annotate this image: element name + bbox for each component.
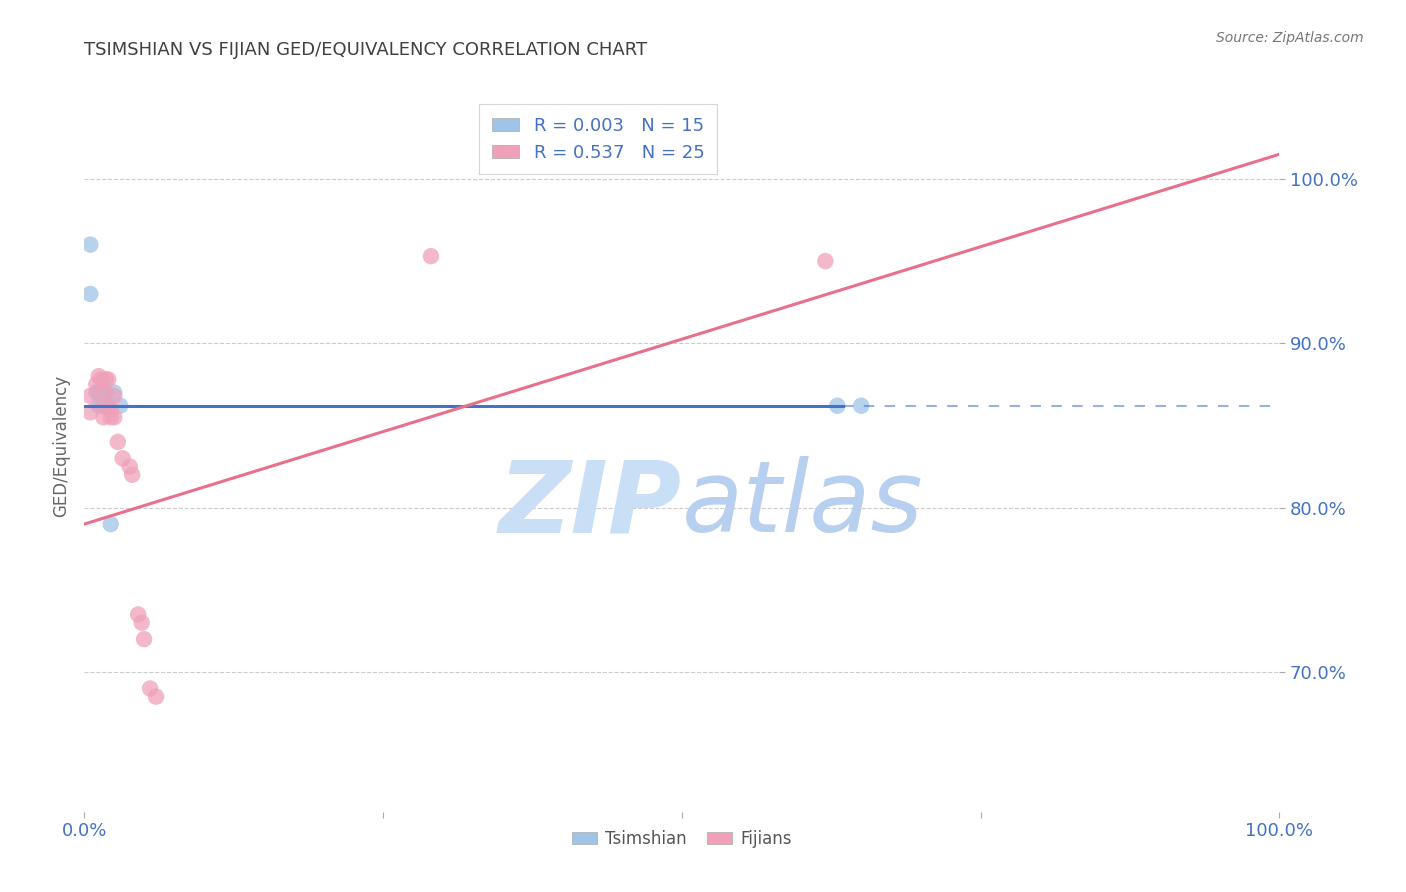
Point <box>91 399 114 413</box>
Point <box>90 372 112 386</box>
Point <box>86 385 108 400</box>
Point <box>132 632 156 647</box>
Point <box>110 399 132 413</box>
Point <box>121 467 143 482</box>
Point <box>103 410 125 425</box>
Point <box>86 377 108 392</box>
Point <box>94 372 117 386</box>
Text: atlas: atlas <box>682 456 924 553</box>
Point <box>93 410 115 425</box>
Point <box>87 399 110 413</box>
Point <box>79 389 101 403</box>
Point <box>97 399 120 413</box>
Point <box>139 681 162 696</box>
Point <box>94 385 117 400</box>
Text: TSIMSHIAN VS FIJIAN GED/EQUIVALENCY CORRELATION CHART: TSIMSHIAN VS FIJIAN GED/EQUIVALENCY CORR… <box>84 41 648 59</box>
Point <box>827 399 849 413</box>
Point <box>111 451 134 466</box>
Legend: Tsimshian, Fijians: Tsimshian, Fijians <box>565 823 799 855</box>
Point <box>118 459 141 474</box>
Point <box>100 402 122 417</box>
Point <box>93 385 115 400</box>
Point <box>94 399 117 413</box>
Point <box>100 517 122 532</box>
Text: Source: ZipAtlas.com: Source: ZipAtlas.com <box>1216 31 1364 45</box>
Point <box>97 372 120 386</box>
Point <box>103 389 125 403</box>
Point <box>93 399 115 413</box>
Y-axis label: GED/Equivalency: GED/Equivalency <box>52 375 70 517</box>
Point <box>851 399 873 413</box>
Point <box>100 410 122 425</box>
Point <box>79 237 101 252</box>
Point <box>107 434 129 449</box>
Point <box>79 405 101 419</box>
Point <box>79 287 101 301</box>
Point <box>145 690 167 704</box>
Point <box>131 615 153 630</box>
Text: ZIP: ZIP <box>499 456 682 553</box>
Point <box>127 607 149 622</box>
Point <box>91 385 114 400</box>
Point <box>814 254 837 268</box>
Point <box>87 385 110 400</box>
Point <box>87 369 110 384</box>
Point <box>103 385 125 400</box>
Point <box>420 249 443 263</box>
